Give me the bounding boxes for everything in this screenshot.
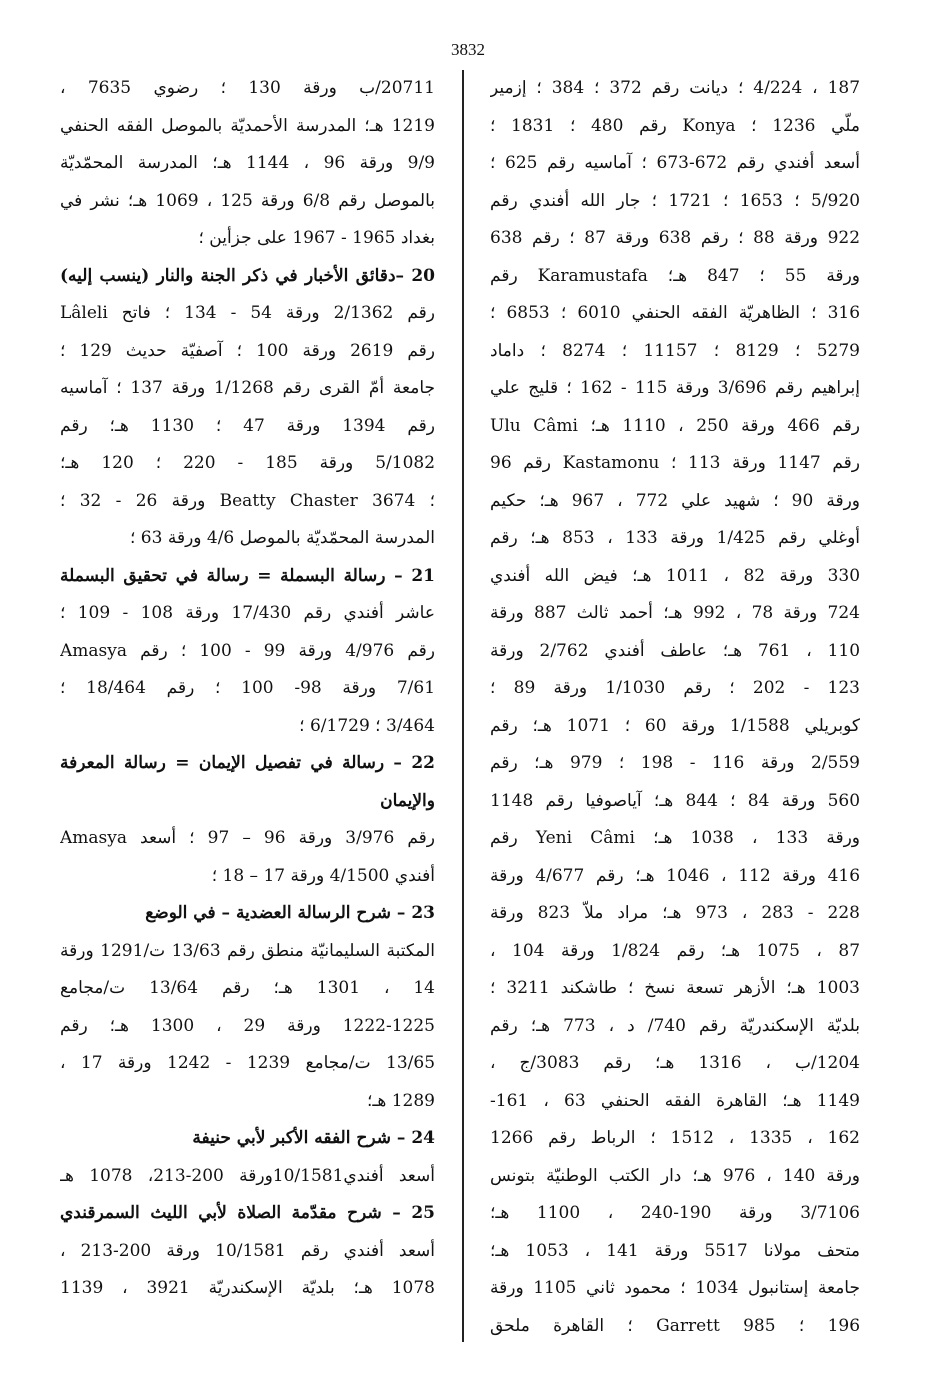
text-line: 724 ورقة 78 ، 992 هـ؛ أحمد ثالث 887 ورقة	[490, 603, 860, 623]
text-line: 330 ورقة 82 ، 1011 هـ؛ فيض الله أفندي	[490, 565, 860, 586]
text-line: كوبريلي 1/1588 ورقة 60 ؛ 1071 هـ؛ رقم	[490, 715, 860, 736]
text-line: 1204/ب ، 1316 هـ؛ رقم 3083/ج ،	[490, 1053, 860, 1073]
text-line: ورقة 133 ، 1038 هـ؛ Yeni Câmi رقم	[490, 828, 860, 848]
page-number: 3832	[451, 40, 485, 59]
text-line: أسعد أفندي رقم 10/1581 ورقة 200-213 ،	[60, 1240, 435, 1261]
text-line: 13/65 ت/مجامع 1239 - 1242 ورقة 17 ،	[60, 1053, 435, 1073]
text-line: 110 ، 761 هـ؛ عاطف أفندي 2/762 ورقة	[490, 640, 860, 661]
text-line: بلديّة الإسكندريّة رقم 740/ د ، 773 هـ؛ …	[490, 1015, 860, 1036]
text-line: 1222-1225 ورقة 29 ، 1300 هـ؛ رقم	[60, 1015, 435, 1036]
text-line: ورقة 55 ؛ 847 هـ؛ Karamustafa رقم	[490, 265, 860, 286]
text-line: عاشر أفندي رقم 17/430 ورقة 108 - 109 ؛	[60, 603, 435, 623]
text-line: رقم 1147 ورقة 113 ؛ Kastamonu رقم 96	[490, 453, 860, 473]
text-line: رقم 2619 ورقة 100 ؛ آصفيّة حديث 129 ؛	[60, 340, 435, 361]
entry-heading: 23 – شرح الرسالة العضدية – في الوضع	[145, 903, 435, 923]
text-line: المدرسة المحمّديّة بالموصل 4/6 ورقة 63 ؛	[129, 528, 435, 548]
text-line: Amasya رقم 4/976 ورقة 99 - 100 ؛ رقم	[60, 640, 435, 661]
text-line: 5279 ؛ 8129 ؛ 11157 ؛ 8274 ؛ داماد	[490, 340, 860, 361]
text-line: أسعد أفندي رقم 672-673 ؛ آماسيه رقم 625 …	[490, 153, 860, 173]
text-line: 228 - 283 ، 973 هـ؛ مراد ملاّ 823 ورقة	[490, 903, 860, 923]
text-line: 1219 هـ؛ المدرسة الأحمديّة بالموصل الفقه…	[60, 115, 435, 136]
left-column: 20711/ب ورقة 130 ؛ رضوي 7635 ، 1219 هـ؛ ا…	[60, 70, 435, 1308]
text-line: 5/920 ؛ 1653 ؛ 1721 ؛ جار الله أفندي رقم	[490, 190, 860, 211]
entry-heading: 20 –دقائق الأخبار في ذكر الجنة والنار (ي…	[60, 265, 435, 286]
text-line: رقم 1394 ورقة 47 ؛ 1130 هـ؛ رقم	[60, 415, 435, 436]
text-line: ورقة 140 ، 976 هـ؛ دار الكتب الوطنيّة بت…	[490, 1165, 860, 1186]
text-line: بالموصل رقم 6/8 ورقة 125 ، 1069 هـ؛ نشر …	[60, 190, 435, 211]
text-line: رقم 466 ورقة 250 ، 1110 هـ؛ Ulu Câmi	[490, 415, 860, 436]
text-line: ؛ 3674 Beatty Chaster ورقة 26 - 32 ؛	[60, 490, 435, 511]
text-line: أسعد أفندي10/1581ورقة 200-213، 1078 هـ	[60, 1165, 435, 1186]
text-line: 14 ، 1301 هـ؛ رقم 13/64 ت/مجامع	[60, 978, 435, 998]
text-line: Lâleli رقم 2/1362 ورقة 54 - 134 ؛ فاتح	[60, 303, 435, 323]
text-line: 162 ، 1335 ، 1512 ؛ الرباط رقم 1266	[490, 1128, 860, 1148]
entry-heading: 22 – رسالة في تفصيل الإيمان = رسالة المع…	[60, 753, 435, 773]
text-line: إبراهيم رقم 3/696 ورقة 115 - 162 ؛ قليج …	[490, 378, 860, 398]
text-line: 1003 هـ؛ الأزهر تسعة نسخ ؛ طاشكند 3211 ؛	[490, 978, 860, 998]
text-line: 196 ؛ 985 Garrett ؛ القاهرة ملحق	[490, 1315, 860, 1336]
entry-heading: 25 – شرح مقدّمة الصلاة لأبي الليث السمرق…	[60, 1203, 435, 1223]
text-line: Amasya رقم 3/976 ورقة 96 – 97 ؛ أسعد	[60, 828, 435, 848]
text-line: جامعة إستانبول 1034 ؛ محمود ثاني 1105 ور…	[490, 1278, 860, 1298]
text-line: ورقة 90 ؛ شهيد علي 772 ، 967 هـ؛ حكيم	[490, 490, 860, 511]
text-line: جامعة أمّ القرى رقم 1/1268 ورقة 137 ؛ آم…	[60, 378, 435, 398]
entry-heading: 21 – رسالة البسملة = رسالة في تحقيق البس…	[60, 565, 435, 586]
text-line: 2/559 ورقة 116 - 198 ؛ 979 هـ؛ رقم	[490, 753, 860, 773]
text-line: 9/9 ورقة 96 ، 1144 هـ؛ المدرسة المحمّديّ…	[60, 153, 435, 173]
text-line: 1078 هـ؛ بلديّة الإسكندريّة 3921 ، 1139	[60, 1278, 435, 1298]
text-line: أوغلي رقم 1/425 ورقة 133 ، 853 هـ؛ رقم	[490, 528, 860, 548]
text-line: متحف مولانا 5517 ورقة 141 ، 1053 هـ؛	[490, 1240, 860, 1261]
text-line: 1289 هـ؛	[366, 1090, 435, 1111]
text-line: 20711/ب ورقة 130 ؛ رضوي 7635 ،	[60, 78, 435, 98]
text-line: ملّي 1236 ؛ Konya رقم 480 ؛ 1831 ؛	[490, 115, 860, 136]
text-line: 416 ورقة 112 ، 1046 هـ؛ رقم 4/677 ورقة	[490, 865, 860, 886]
text-line: 560 ورقة 84 ؛ 844 هـ؛ آياصوفيا رقم 1148	[490, 790, 860, 811]
text-line: بغداد 1965 - 1967 على جزأين ؛	[198, 228, 436, 248]
right-column: 187 ، 4/224 ؛ ديانت رقم 372 ؛ 384 ؛ إزمي…	[490, 70, 860, 1345]
text-line: 3/464 ؛ 6/1729 ؛	[299, 715, 435, 736]
text-line: 316 ؛ الظاهريّة الفقه الحنفي 6010 ؛ 6853…	[490, 303, 860, 323]
entry-heading: 24 – شرح الفقه الأكبر لأبي حنيفة	[192, 1128, 435, 1148]
entry-heading: والإيمان	[380, 790, 435, 811]
text-line: 123 - 202 ؛ رقم 1/1030 ورقة 89 ؛	[490, 678, 860, 698]
text-line: المكتبة السليمانيّة منطق رقم 13/63 ت/129…	[60, 940, 435, 961]
text-line: 5/1082 ورقة 185 - 220 ؛ 120 هـ؛	[60, 453, 435, 473]
text-line: 922 ورقة 88 ؛ رقم 638 ورقة 87 ؛ رقم 638	[490, 228, 860, 248]
column-divider	[462, 70, 464, 1342]
text-line: 1149 هـ؛ القاهرة الفقه الحنفي 63 ، 161-	[490, 1090, 860, 1111]
text-line: 7/61 ورقة 98- 100 ؛ رقم 18/464 ؛	[60, 678, 435, 698]
text-line: 3/7106 ورقة 190-240 ، 1100 هـ؛	[490, 1203, 860, 1223]
text-line: 87 ، 1075 هـ؛ رقم 1/824 ورقة 104 ،	[490, 940, 860, 961]
text-line: أفندي 4/1500 ورقة 17 – 18 ؛	[211, 865, 435, 886]
text-line: 187 ، 4/224 ؛ ديانت رقم 372 ؛ 384 ؛ إزمي…	[490, 78, 860, 98]
